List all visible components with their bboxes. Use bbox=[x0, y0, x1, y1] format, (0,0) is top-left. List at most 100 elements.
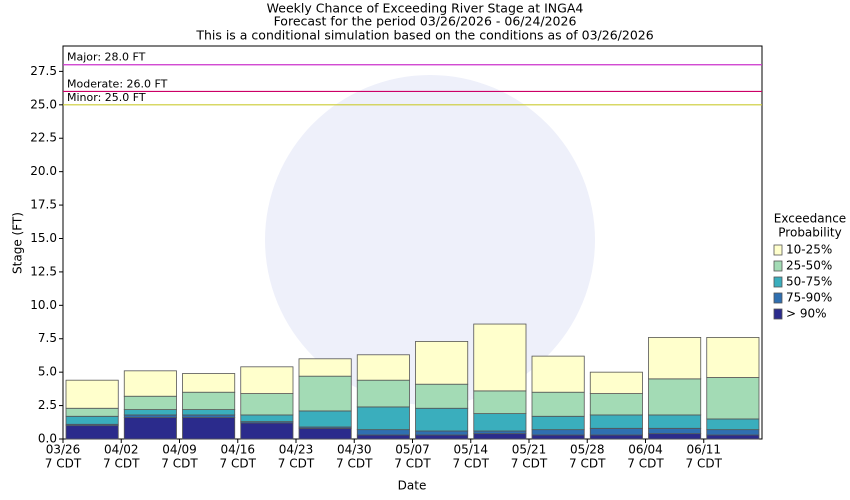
bar-segment bbox=[298, 410, 352, 428]
bar-segment bbox=[531, 429, 585, 436]
bar-segment bbox=[473, 323, 527, 392]
bar-segment bbox=[65, 425, 119, 440]
legend-label: > 90% bbox=[786, 307, 827, 321]
bar-segment bbox=[706, 429, 760, 436]
x-tick-label: 05/28 bbox=[570, 443, 605, 457]
watermark bbox=[265, 75, 595, 405]
bar-segment bbox=[706, 434, 760, 440]
y-axis-label: Stage (FT) bbox=[11, 212, 25, 274]
bar-segment bbox=[65, 407, 119, 417]
bar-segment bbox=[706, 377, 760, 420]
x-tick-sublabel: 7 CDT bbox=[103, 457, 140, 471]
bar-segment bbox=[298, 375, 352, 412]
y-tick-label: 25.0 bbox=[30, 97, 57, 111]
y-tick-label: 5.0 bbox=[38, 365, 57, 379]
x-tick-sublabel: 7 CDT bbox=[453, 457, 490, 471]
bar-segment bbox=[531, 391, 585, 417]
x-tick-sublabel: 7 CDT bbox=[511, 457, 548, 471]
x-tick-label: 04/23 bbox=[279, 443, 314, 457]
threshold-label: Moderate: 26.0 FT bbox=[67, 77, 168, 90]
bar-segment bbox=[123, 417, 177, 440]
bar-segment bbox=[589, 427, 643, 436]
bar-segment bbox=[648, 414, 702, 429]
bar-segment bbox=[182, 391, 236, 410]
bar-segment bbox=[706, 337, 760, 378]
bar-segment bbox=[648, 378, 702, 416]
bar-segment bbox=[240, 422, 294, 440]
bar-segment bbox=[240, 366, 294, 394]
bar-segment bbox=[531, 355, 585, 393]
bar-segment bbox=[648, 337, 702, 380]
legend-swatch bbox=[773, 292, 783, 304]
legend-label: 10-25% bbox=[786, 243, 832, 257]
legend-swatch bbox=[773, 308, 783, 320]
bar-segment bbox=[473, 390, 527, 415]
bar-segment bbox=[240, 393, 294, 416]
x-tick-sublabel: 7 CDT bbox=[686, 457, 723, 471]
x-tick-sublabel: 7 CDT bbox=[161, 457, 198, 471]
x-tick-sublabel: 7 CDT bbox=[336, 457, 373, 471]
bar-segment bbox=[298, 427, 352, 440]
x-tick-label: 04/09 bbox=[162, 443, 197, 457]
legend-label: 75-90% bbox=[786, 291, 832, 305]
legend-label: 25-50% bbox=[786, 259, 832, 273]
bar-segment bbox=[473, 433, 527, 440]
x-tick-label: 05/14 bbox=[453, 443, 488, 457]
x-tick-label: 04/16 bbox=[220, 443, 255, 457]
y-tick-label: 15.0 bbox=[30, 231, 57, 245]
bar-segment bbox=[589, 393, 643, 416]
legend-swatch bbox=[773, 260, 783, 272]
chart-note: This is a conditional simulation based o… bbox=[195, 28, 653, 43]
bar-segment bbox=[356, 406, 410, 431]
y-tick-label: 27.5 bbox=[30, 64, 57, 78]
bar-segment bbox=[65, 415, 119, 425]
y-tick-label: 10.0 bbox=[30, 298, 57, 312]
x-tick-label: 06/11 bbox=[686, 443, 721, 457]
x-tick-sublabel: 7 CDT bbox=[394, 457, 431, 471]
bar-segment bbox=[123, 370, 177, 397]
bar-segment bbox=[182, 409, 236, 416]
y-tick-label: 17.5 bbox=[30, 198, 57, 212]
legend-title: Exceedance bbox=[774, 212, 846, 226]
bar-segment bbox=[589, 434, 643, 440]
bar-segment bbox=[648, 433, 702, 440]
bar-segment bbox=[706, 418, 760, 431]
bar-segment bbox=[182, 373, 236, 393]
bar-segment bbox=[415, 407, 469, 432]
bar-segment bbox=[356, 434, 410, 440]
bar-segment bbox=[65, 379, 119, 409]
bar-segment bbox=[473, 413, 527, 432]
y-tick-label: 22.5 bbox=[30, 131, 57, 145]
bar-segment bbox=[356, 354, 410, 381]
bar-segment bbox=[473, 430, 527, 435]
bar-segment bbox=[589, 371, 643, 394]
bar-segment bbox=[182, 414, 236, 419]
y-tick-label: 7.5 bbox=[38, 331, 57, 345]
bar-segment bbox=[123, 414, 177, 419]
y-tick-label: 2.5 bbox=[38, 398, 57, 412]
x-tick-sublabel: 7 CDT bbox=[627, 457, 664, 471]
threshold-label: Minor: 25.0 FT bbox=[67, 91, 146, 104]
x-tick-label: 03/26 bbox=[46, 443, 81, 457]
x-tick-sublabel: 7 CDT bbox=[220, 457, 257, 471]
bar-segment bbox=[123, 395, 177, 410]
bar-segment bbox=[415, 383, 469, 409]
bar-segment bbox=[415, 430, 469, 436]
x-axis-label: Date bbox=[398, 479, 427, 493]
chart-subtitle: Forecast for the period 03/26/2026 - 06/… bbox=[274, 14, 577, 29]
bar-segment bbox=[123, 409, 177, 416]
x-tick-label: 04/30 bbox=[337, 443, 372, 457]
legend-title: Probability bbox=[778, 226, 841, 240]
bar-segment bbox=[356, 429, 410, 436]
x-tick-label: 05/21 bbox=[512, 443, 547, 457]
legend-swatch bbox=[773, 276, 783, 288]
y-tick-label: 12.5 bbox=[30, 264, 57, 278]
bar-segment bbox=[240, 414, 294, 423]
x-tick-sublabel: 7 CDT bbox=[569, 457, 606, 471]
y-tick-label: 20.0 bbox=[30, 164, 57, 178]
bar-segment bbox=[415, 341, 469, 385]
bar-segment bbox=[415, 434, 469, 440]
bar-segment bbox=[298, 358, 352, 377]
threshold-label: Major: 28.0 FT bbox=[67, 51, 146, 64]
x-tick-label: 05/07 bbox=[395, 443, 430, 457]
